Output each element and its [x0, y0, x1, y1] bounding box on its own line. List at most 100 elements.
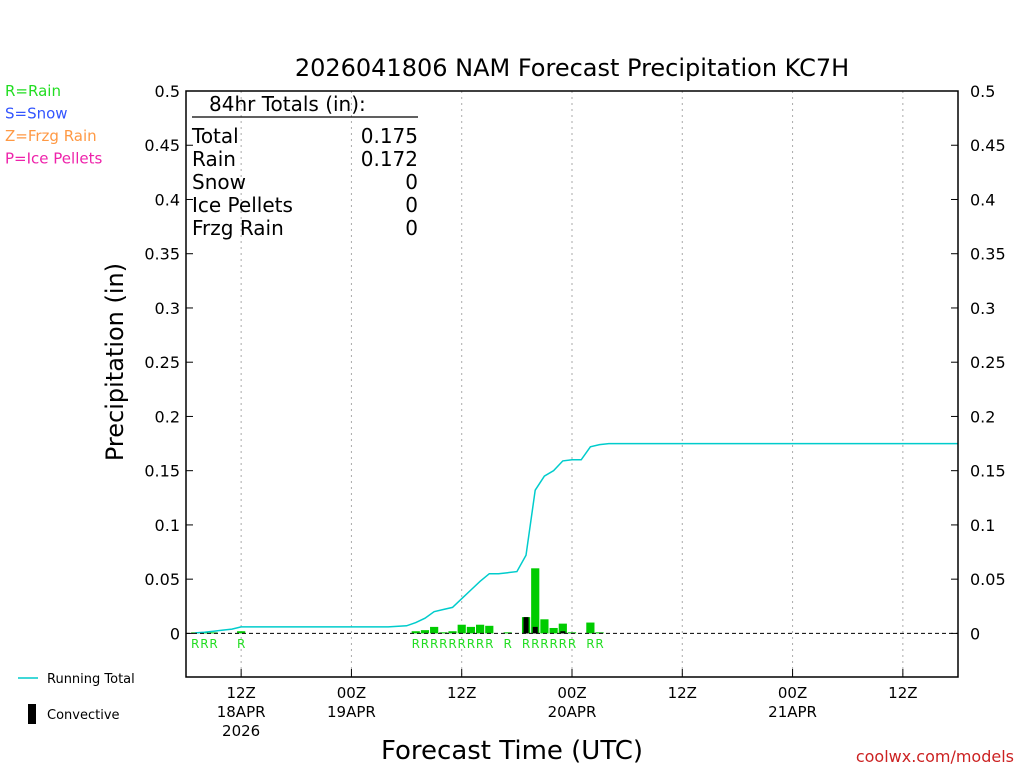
precip-type-marker: R — [540, 637, 548, 651]
x-tick-label: 19APR — [327, 703, 376, 721]
x-tick-label: 18APR — [217, 703, 266, 721]
precip-bar — [531, 568, 540, 634]
precip-bar — [237, 631, 246, 634]
precip-bar — [439, 632, 448, 634]
precip-bar — [485, 625, 494, 634]
precip-bar — [448, 631, 457, 634]
y-tick-label-right: 0.15 — [970, 462, 1006, 481]
y-tick-label-left: 0.35 — [144, 245, 180, 264]
totals-rows: Total 0.175 Rain 0.172 Snow 0 Ice Pellets 0 Frzg… — [191, 124, 418, 240]
precip-bar — [586, 622, 595, 634]
precip-type-marker: R — [568, 637, 576, 651]
x-tick-label: 12Z — [668, 684, 697, 702]
precip-type-marker: R — [467, 637, 475, 651]
credit-text: coolwx.com/models — [856, 747, 1014, 766]
x-tick-label: 12Z — [447, 684, 476, 702]
precip-type-marker: R — [209, 637, 217, 651]
type-legend-item: P=Ice Pellets — [5, 150, 102, 168]
x-tick-label: 00Z — [778, 684, 807, 702]
precip-type-marker: R — [559, 637, 567, 651]
precip-bar — [549, 627, 558, 634]
y-tick-label-right: 0.05 — [970, 570, 1006, 589]
precip-type-marker: R — [430, 637, 438, 651]
precip-type-marker: R — [448, 637, 456, 651]
type-legend-item: Z=Frzg Rain — [5, 127, 97, 145]
y-tick-label-left: 0.25 — [144, 353, 180, 372]
x-axis-label: Forecast Time (UTC) — [381, 736, 643, 766]
precip-bar — [558, 623, 567, 634]
y-axis-label: Precipitation (in) — [101, 263, 129, 461]
precip-type-marker: R — [439, 637, 447, 651]
series-legend-label: Convective — [47, 708, 120, 723]
precip-type-marker: R — [412, 637, 420, 651]
precip-bar — [476, 624, 485, 634]
y-tick-label-right: 0.3 — [970, 299, 995, 318]
x-tick-label: 00Z — [557, 684, 586, 702]
y-axis-left: 0 0.05 0.1 0.15 0.2 0.25 0.3 0.35 0.4 0.45 0.5 — [144, 82, 193, 643]
totals-row-label: Ice Pellets — [192, 193, 293, 217]
y-tick-label-left: 0.3 — [155, 299, 180, 318]
totals-row-label: Total — [191, 124, 239, 148]
precip-type-marker: R — [595, 637, 603, 651]
legend-swatch-convective — [28, 704, 36, 724]
precip-bar — [430, 626, 439, 634]
y-tick-label-right: 0 — [970, 624, 980, 643]
y-tick-label-left: 0.15 — [144, 462, 180, 481]
precip-type-marker: R — [421, 637, 429, 651]
type-legend-item: S=Snow — [5, 105, 68, 123]
running-total-line — [195, 442, 958, 634]
x-tick-label: 2026 — [222, 722, 260, 740]
convective-bar — [523, 617, 529, 634]
x-tick-label: 12Z — [888, 684, 917, 702]
precip-type-marker: R — [586, 637, 594, 651]
x-tick-label: 20APR — [548, 703, 597, 721]
precip-type-legend: R=Rain S=Snow Z=Frzg Rain P=Ice Pellets — [5, 82, 102, 168]
y-tick-label-right: 0.1 — [970, 516, 995, 535]
y-tick-label-left: 0.5 — [155, 82, 180, 101]
totals-row-value: 0 — [405, 170, 418, 194]
totals-row-value: 0.175 — [361, 124, 418, 148]
convective-bars — [523, 617, 566, 634]
precip-type-marker: R — [237, 637, 245, 651]
totals-row-value: 0 — [405, 216, 418, 240]
precip-type-marker: R — [458, 637, 466, 651]
y-tick-label-left: 0.4 — [155, 190, 180, 209]
y-tick-label-left: 0.2 — [155, 407, 180, 426]
convective-bar — [532, 626, 538, 634]
y-tick-label-right: 0.5 — [970, 82, 995, 101]
totals-row-value: 0 — [405, 193, 418, 217]
precip-type-marker: R — [531, 637, 539, 651]
y-tick-label-right: 0.2 — [970, 407, 995, 426]
precip-bar — [466, 626, 475, 634]
precip-bar — [457, 624, 466, 634]
precip-bar — [595, 632, 604, 634]
y-tick-label-right: 0.35 — [970, 245, 1006, 264]
y-axis-right: 0 0.05 0.1 0.15 0.2 0.25 0.3 0.35 0.4 0.45 0.5 — [951, 82, 1006, 643]
precip-type-marker: R — [503, 637, 511, 651]
x-tick-label: 12Z — [226, 684, 255, 702]
series-legend: Running Total Convective — [18, 672, 135, 724]
y-tick-label-right: 0.45 — [970, 136, 1006, 155]
x-tick-label: 21APR — [768, 703, 817, 721]
y-tick-label-left: 0.1 — [155, 516, 180, 535]
series-legend-label: Running Total — [47, 672, 135, 687]
running-total-layer — [195, 442, 958, 634]
y-tick-label-left: 0 — [170, 624, 180, 643]
convective-bar — [560, 631, 566, 634]
y-tick-label-right: 0.4 — [970, 190, 995, 209]
precip-bar — [567, 632, 577, 634]
precip-bar — [420, 630, 430, 634]
grid-lines — [240, 91, 904, 677]
precip-type-marker: R — [485, 637, 493, 651]
precip-type-marker: R — [522, 637, 530, 651]
precip-bar — [540, 619, 549, 634]
type-legend-item: R=Rain — [5, 82, 61, 100]
precip-type-marker: R — [200, 637, 208, 651]
y-tick-label-right: 0.25 — [970, 353, 1006, 372]
chart-title: 2026041806 NAM Forecast Precipitation KC… — [295, 54, 849, 82]
totals-row-value: 0.172 — [361, 147, 418, 171]
